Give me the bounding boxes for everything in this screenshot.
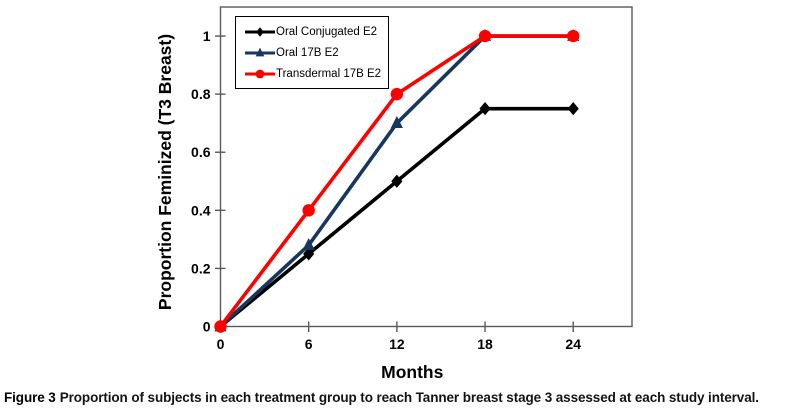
circle-marker-line-icon (245, 69, 275, 78)
figure-caption-text: Proportion of subjects in each treatment… (59, 390, 759, 405)
x-tick-label: 6 (305, 336, 313, 352)
legend-label: Oral Conjugated E2 (276, 25, 378, 38)
x-tick-label: 18 (477, 336, 493, 352)
y-tick-label: 1 (203, 28, 211, 44)
figure-caption: Figure 3 Proportion of subjects in each t… (0, 384, 795, 407)
figure-caption-label: Figure 3 (4, 390, 56, 405)
legend-label: Transdermal 17B E2 (276, 67, 382, 80)
x-tick-label: 24 (565, 336, 581, 352)
chart-canvas: 0 0.2 0.4 0.6 0.8 1 0 6 12 18 24 Proportion Feminiz… (155, 6, 633, 382)
legend-item: Oral 17B E2 (245, 42, 381, 63)
x-tick-label: 0 (217, 336, 225, 352)
legend-label: Oral 17B E2 (276, 46, 339, 59)
x-axis-title: Months (381, 362, 443, 382)
diamond-marker-line-icon (245, 26, 275, 37)
series-transdermal-17b-e2 (214, 29, 580, 333)
y-tick-label: 0.8 (191, 86, 211, 102)
y-tick-label: 0 (203, 319, 211, 335)
y-tick-label: 0.4 (191, 202, 211, 218)
triangle-marker-line-icon (245, 47, 275, 56)
legend-item: Transdermal 17B E2 (245, 63, 381, 84)
y-axis-title: Proportion Feminized (T3 Breast) (155, 34, 175, 310)
x-tick-label: 12 (389, 336, 405, 352)
chart-legend: Oral Conjugated E2 Oral 17B E2 Transdermal… (235, 16, 390, 89)
legend-item: Oral Conjugated E2 (245, 21, 381, 42)
series-oral-conjugated-e2 (214, 102, 579, 334)
y-tick-label: 0.6 (191, 144, 211, 160)
chart-area: 0 0.2 0.4 0.6 0.8 1 0 6 12 18 24 Proportion Feminiz… (155, 6, 633, 382)
y-tick-label: 0.2 (191, 260, 211, 276)
